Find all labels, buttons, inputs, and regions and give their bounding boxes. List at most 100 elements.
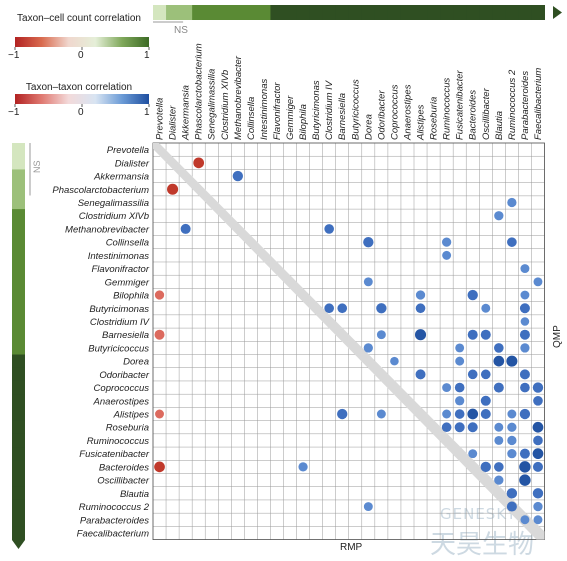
row-group-bar-segment	[12, 182, 25, 197]
row-group-bar-segment	[12, 394, 25, 408]
column-group-bar-segment	[322, 5, 337, 20]
row-group-bar-segment	[12, 235, 25, 250]
correlation-dot	[154, 290, 165, 300]
column-group-bar-segment	[257, 5, 271, 20]
column-label: Blautia	[494, 111, 505, 140]
correlation-dot	[154, 461, 165, 473]
correlation-dot	[363, 343, 373, 353]
row-group-bar-segment	[12, 275, 25, 289]
correlation-dot	[415, 303, 426, 314]
taxon-taxon-legend-mid: 0	[78, 107, 84, 118]
correlation-dot	[442, 383, 452, 393]
correlation-dot	[493, 382, 504, 393]
row-group-bar-segment	[12, 195, 25, 210]
row-label: Methanobrevibacter	[65, 224, 150, 235]
correlation-dot	[519, 329, 530, 340]
column-group-bar-segment	[492, 5, 506, 20]
column-label: Alistipes	[416, 104, 427, 141]
row-group-bar-segment	[12, 420, 25, 435]
column-group-bar-segment	[231, 5, 245, 20]
correlation-dot	[507, 435, 517, 446]
correlation-dot	[454, 409, 465, 419]
column-group-bar-segment	[361, 5, 376, 20]
column-group-bar-segment	[479, 5, 493, 20]
row-label: Senegalimassilia	[78, 198, 149, 209]
column-group-bar-segment	[270, 5, 284, 20]
row-group-bar-segment	[12, 314, 25, 329]
correlation-dot	[324, 224, 334, 234]
column-label: Oscillibacter	[481, 87, 492, 140]
correlation-dot	[481, 303, 491, 313]
row-label: Coprococcus	[94, 383, 150, 394]
correlation-dot	[519, 461, 531, 473]
row-label: Dorea	[123, 357, 149, 368]
column-label: Anaerostipes	[402, 84, 413, 141]
column-label: Methanobrevibacter	[233, 55, 244, 140]
correlation-dot	[415, 290, 426, 300]
column-group-bar-segment	[518, 5, 532, 20]
row-label: Faecalibacterium	[77, 528, 149, 539]
correlation-dot	[532, 382, 544, 393]
column-label: Senegalimassilia	[207, 69, 218, 140]
correlation-dot	[494, 475, 504, 485]
column-group-bar-segment	[153, 5, 167, 20]
row-label: Ruminococcus	[87, 436, 150, 447]
correlation-dot	[533, 501, 543, 512]
correlation-dot	[519, 474, 531, 486]
row-group-bar-segment	[12, 354, 25, 369]
correlation-dot	[232, 170, 244, 182]
column-group-bar-segment	[505, 5, 519, 20]
column-label: Dorea	[363, 114, 374, 140]
correlation-dot	[520, 382, 530, 393]
correlation-dot	[494, 435, 504, 445]
column-label: Prevotella	[155, 98, 166, 140]
row-label: Alistipes	[113, 410, 150, 421]
row-group-bar-segment	[12, 499, 25, 514]
correlation-dot	[324, 303, 334, 314]
correlation-dot	[480, 409, 491, 420]
column-label: Parabacteroides	[520, 71, 531, 140]
watermark-latin: GENESKY	[440, 505, 517, 523]
correlation-dot	[520, 317, 530, 326]
row-label: Anaerostipes	[93, 396, 150, 407]
taxon-taxon-legend-bar	[15, 94, 149, 104]
cell-count-legend-mid: 0	[78, 50, 84, 61]
row-group-bar-segment	[12, 367, 25, 382]
column-label: Phascolarctobacterium	[194, 43, 205, 140]
row-label: Flavonifractor	[91, 264, 149, 275]
correlation-dot	[337, 303, 348, 314]
row-label: Phascolarctobacterium	[52, 185, 149, 196]
row-label: Butyricicoccus	[88, 343, 149, 354]
row-label: Clostridium IV	[90, 317, 151, 328]
correlation-dot	[337, 408, 348, 420]
correlation-dot	[520, 343, 530, 353]
row-label: Bacteroides	[99, 462, 149, 473]
row-label: Clostridium XlVb	[79, 211, 149, 222]
column-group-bar-segment	[531, 5, 545, 20]
correlation-dot	[376, 409, 386, 419]
column-group-bar-segment	[466, 5, 480, 20]
correlation-dot	[455, 396, 465, 406]
row-group-bar-segment	[12, 433, 25, 448]
row-group-bar-segment	[12, 169, 25, 184]
taxon-taxon-legend-title: Taxon–taxon correlation	[25, 82, 133, 93]
correlation-dot	[520, 515, 530, 525]
row-group-bar-segment	[12, 261, 25, 276]
column-label: Butyricicoccus	[350, 79, 361, 140]
column-label: Clostridium XlVb	[220, 70, 231, 140]
column-label: Roseburia	[429, 97, 440, 140]
correlation-dot	[480, 395, 491, 406]
correlation-dot	[454, 422, 465, 433]
correlation-dot	[494, 422, 504, 432]
correlation-dot	[533, 395, 543, 406]
correlation-dot	[494, 343, 504, 353]
correlation-dot	[507, 409, 517, 419]
row-group-bar-segment	[12, 301, 25, 316]
cell-count-legend-max: 1	[144, 50, 150, 61]
correlation-dot	[467, 289, 478, 301]
row-label: Collinsella	[106, 238, 149, 249]
correlation-dot	[468, 449, 478, 459]
correlation-dot	[533, 515, 543, 525]
correlation-dot	[507, 237, 517, 247]
